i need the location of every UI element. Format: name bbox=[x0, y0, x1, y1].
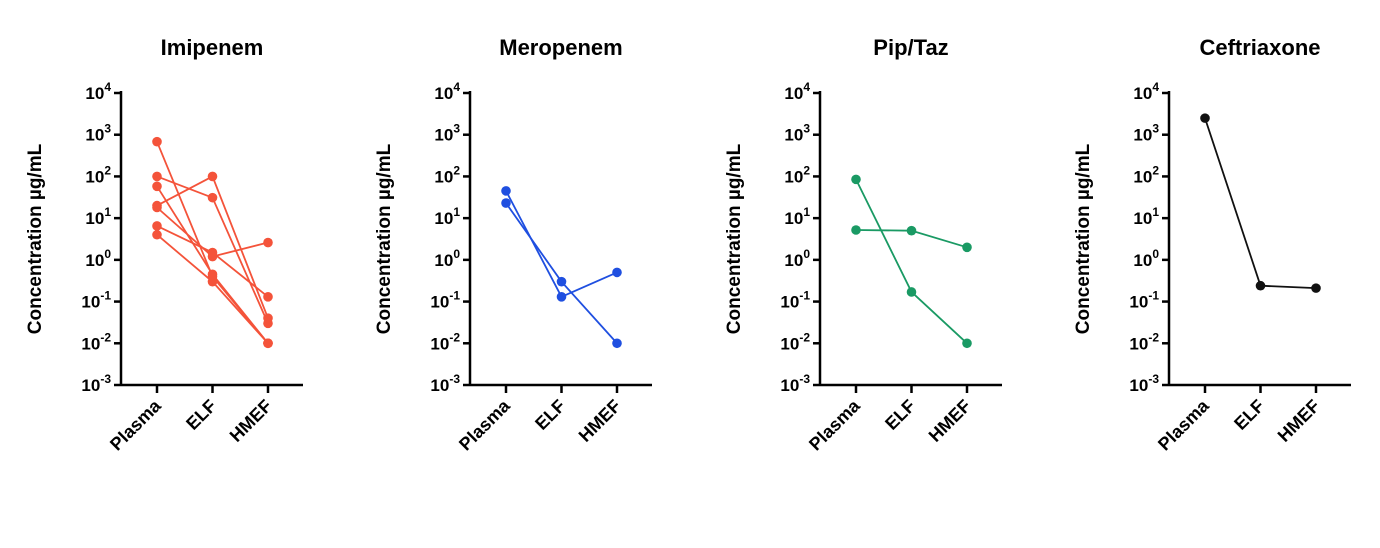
y-tick-label: 104 bbox=[784, 80, 810, 103]
data-point bbox=[556, 292, 567, 302]
data-point bbox=[152, 136, 162, 147]
x-tick-label: ELF bbox=[182, 396, 220, 434]
data-point bbox=[152, 181, 162, 192]
y-tick-label: 104 bbox=[85, 80, 111, 103]
y-tick-label: 10-1 bbox=[430, 289, 460, 312]
panel-ceftriaxone: Ceftriaxone Concentration µg/mL 104 103 102 1… bbox=[1073, 35, 1351, 454]
data-point bbox=[851, 174, 861, 185]
data-point bbox=[1255, 280, 1266, 291]
data-point bbox=[263, 292, 273, 302]
data-point bbox=[263, 237, 273, 248]
y-tick-label: 102 bbox=[1133, 163, 1159, 186]
y-tick-label: 103 bbox=[1133, 122, 1159, 145]
y-tick-label: 10-3 bbox=[430, 372, 460, 395]
data-point bbox=[612, 338, 622, 349]
series-line bbox=[156, 185, 269, 344]
chart-title: Imipenem bbox=[161, 35, 264, 60]
x-tick-label: Plasma bbox=[805, 395, 864, 454]
data-point bbox=[962, 338, 972, 349]
data-point bbox=[906, 225, 917, 236]
data-point bbox=[612, 267, 622, 278]
panel-pip-taz: Pip/Taz Concentration µg/mL 104 103 102 101 10… bbox=[724, 35, 1002, 454]
x-tick-label: HMEF bbox=[925, 396, 975, 446]
data-point bbox=[207, 269, 218, 280]
y-tick-label: 102 bbox=[85, 163, 111, 186]
data-point bbox=[1200, 113, 1210, 123]
y-tick-label: 10-3 bbox=[81, 372, 111, 395]
chart-title: Ceftriaxone bbox=[1199, 35, 1320, 60]
y-axis-label: Concentration µg/mL bbox=[724, 143, 745, 334]
y-tick-label: 100 bbox=[784, 247, 810, 270]
y-tick-label: 10-2 bbox=[780, 330, 810, 353]
y-tick-label: 100 bbox=[85, 247, 111, 270]
series-line bbox=[1204, 117, 1317, 290]
y-tick-label: 104 bbox=[1133, 80, 1159, 103]
x-tick-label: Plasma bbox=[106, 395, 165, 454]
panel-meropenem: Meropenem Concentration µg/mL 104 103 102 101… bbox=[374, 35, 652, 454]
y-tick-label: 102 bbox=[434, 163, 460, 186]
y-axis-label: Concentration µg/mL bbox=[25, 143, 46, 334]
panel-imipenem: Imipenem Concentration µg/mL 104 103 102 101 1… bbox=[25, 35, 303, 454]
data-point bbox=[152, 221, 162, 231]
y-tick-label: 100 bbox=[1133, 247, 1159, 270]
y-tick-label: 10-2 bbox=[81, 330, 111, 353]
x-tick-label: ELF bbox=[1230, 396, 1268, 434]
data-point bbox=[207, 171, 218, 182]
y-tick-label: 102 bbox=[784, 163, 810, 186]
data-point bbox=[906, 287, 917, 297]
y-tick-label: 103 bbox=[784, 122, 810, 145]
x-tick-label: Plasma bbox=[455, 395, 514, 454]
data-point bbox=[207, 276, 218, 287]
data-point bbox=[263, 313, 273, 323]
data-point bbox=[556, 276, 567, 287]
y-tick-label: 103 bbox=[85, 122, 111, 145]
y-tick-label: 10-1 bbox=[780, 289, 810, 312]
data-point bbox=[962, 242, 972, 253]
x-tick-label: Plasma bbox=[1154, 395, 1213, 454]
y-tick-label: 10-3 bbox=[780, 372, 810, 395]
x-tick-label: ELF bbox=[531, 396, 569, 434]
y-axis-label: Concentration µg/mL bbox=[374, 143, 395, 334]
y-tick-label: 101 bbox=[784, 205, 810, 228]
y-axis-label: Concentration µg/mL bbox=[1073, 143, 1094, 334]
data-point bbox=[263, 338, 273, 349]
data-point bbox=[207, 247, 218, 258]
chart-title: Pip/Taz bbox=[873, 35, 948, 60]
y-tick-label: 103 bbox=[434, 122, 460, 145]
y-tick-label: 10-2 bbox=[430, 330, 460, 353]
series-line bbox=[855, 178, 968, 344]
y-tick-label: 10-3 bbox=[1129, 372, 1159, 395]
x-tick-label: HMEF bbox=[1274, 396, 1324, 446]
y-tick-label: 104 bbox=[434, 80, 460, 103]
data-point bbox=[152, 202, 162, 213]
data-point bbox=[152, 229, 162, 240]
chart-title: Meropenem bbox=[499, 35, 622, 60]
data-point bbox=[207, 192, 218, 203]
y-tick-label: 100 bbox=[434, 247, 460, 270]
x-tick-label: ELF bbox=[881, 396, 919, 434]
y-tick-label: 10-1 bbox=[1129, 289, 1159, 312]
y-tick-label: 101 bbox=[1133, 205, 1159, 228]
y-tick-label: 101 bbox=[434, 205, 460, 228]
data-point bbox=[851, 225, 861, 235]
data-point bbox=[501, 186, 511, 196]
y-tick-label: 10-1 bbox=[81, 289, 111, 312]
y-tick-label: 10-2 bbox=[1129, 330, 1159, 353]
data-point bbox=[152, 171, 162, 182]
y-tick-label: 101 bbox=[85, 205, 111, 228]
x-tick-label: HMEF bbox=[226, 396, 276, 446]
x-tick-label: HMEF bbox=[575, 396, 625, 446]
data-point bbox=[1311, 283, 1321, 293]
data-point bbox=[501, 198, 511, 208]
